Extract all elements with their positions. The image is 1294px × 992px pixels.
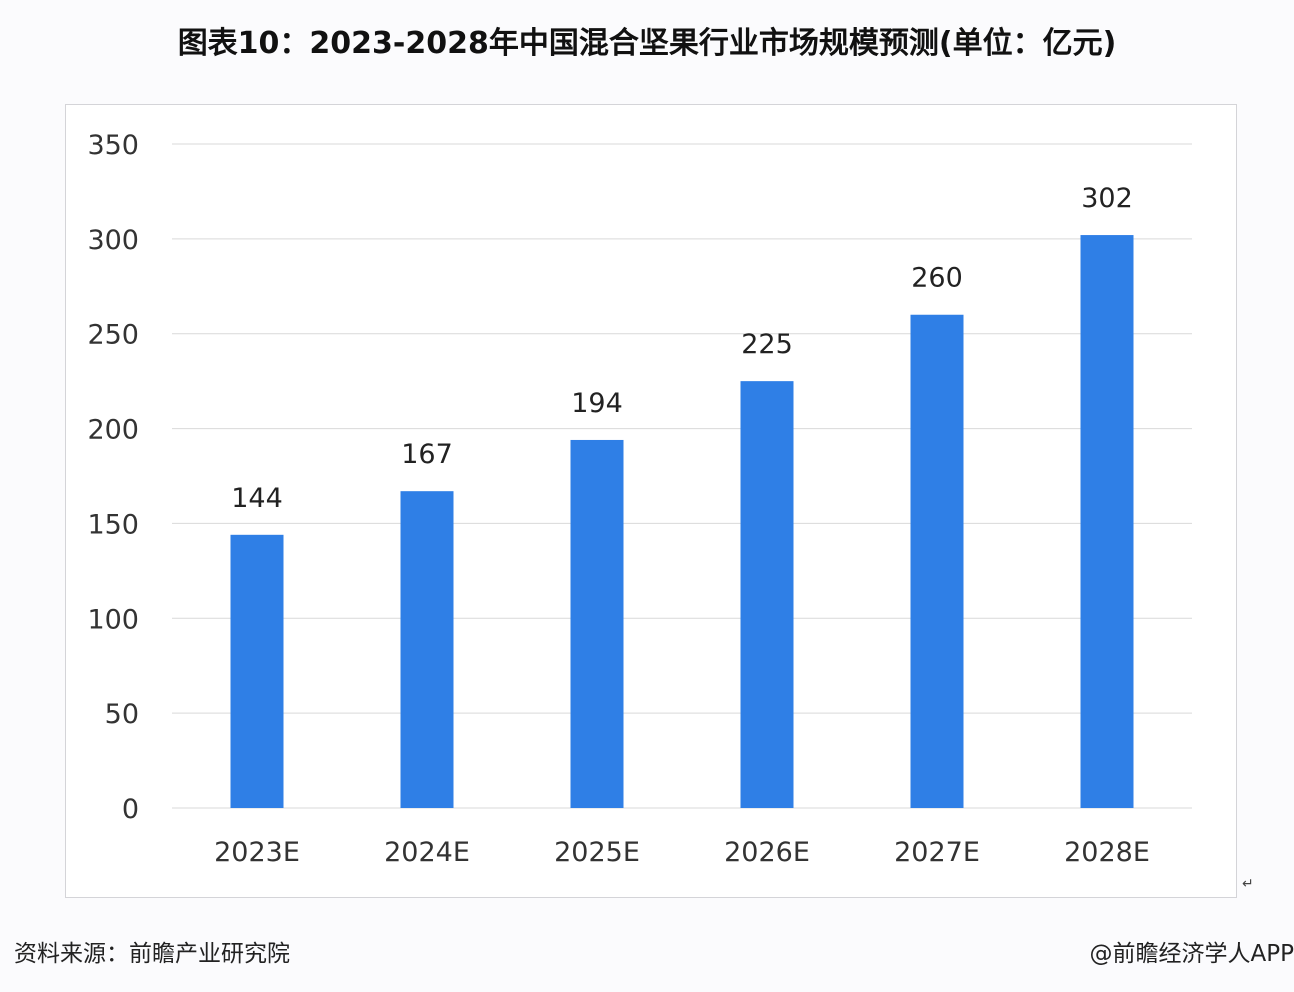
data-label: 194 — [571, 388, 623, 419]
y-tick-label: 0 — [122, 794, 139, 825]
bar — [570, 439, 624, 808]
data-label: 225 — [741, 329, 793, 360]
x-tick-label: 2026E — [724, 837, 810, 868]
bar — [910, 314, 964, 808]
return-mark-icon: ↵ — [1242, 876, 1254, 892]
y-tick-label: 350 — [87, 130, 139, 161]
bar — [230, 534, 284, 808]
brand-credit: @前瞻经济学人APP — [1089, 941, 1294, 967]
chart-title: 图表10：2023-2028年中国混合坚果行业市场规模预测(单位：亿元) — [177, 26, 1117, 61]
y-tick-label: 150 — [87, 509, 139, 540]
x-tick-label: 2027E — [894, 837, 980, 868]
data-label: 302 — [1081, 183, 1133, 214]
y-tick-label: 100 — [87, 604, 139, 635]
bar — [400, 491, 454, 808]
y-tick-label: 50 — [105, 699, 139, 730]
y-tick-label: 300 — [87, 225, 139, 256]
bar — [740, 381, 794, 808]
source-note: 资料来源：前瞻产业研究院 — [14, 941, 290, 967]
x-tick-label: 2024E — [384, 837, 470, 868]
x-tick-label: 2025E — [554, 837, 640, 868]
y-tick-label: 250 — [87, 320, 139, 351]
data-label: 167 — [401, 439, 453, 470]
x-tick-label: 2028E — [1064, 837, 1150, 868]
y-tick-label: 200 — [87, 415, 139, 446]
data-label: 260 — [911, 263, 963, 294]
x-tick-label: 2023E — [214, 837, 300, 868]
bar — [1080, 235, 1134, 808]
data-label: 144 — [231, 483, 283, 514]
